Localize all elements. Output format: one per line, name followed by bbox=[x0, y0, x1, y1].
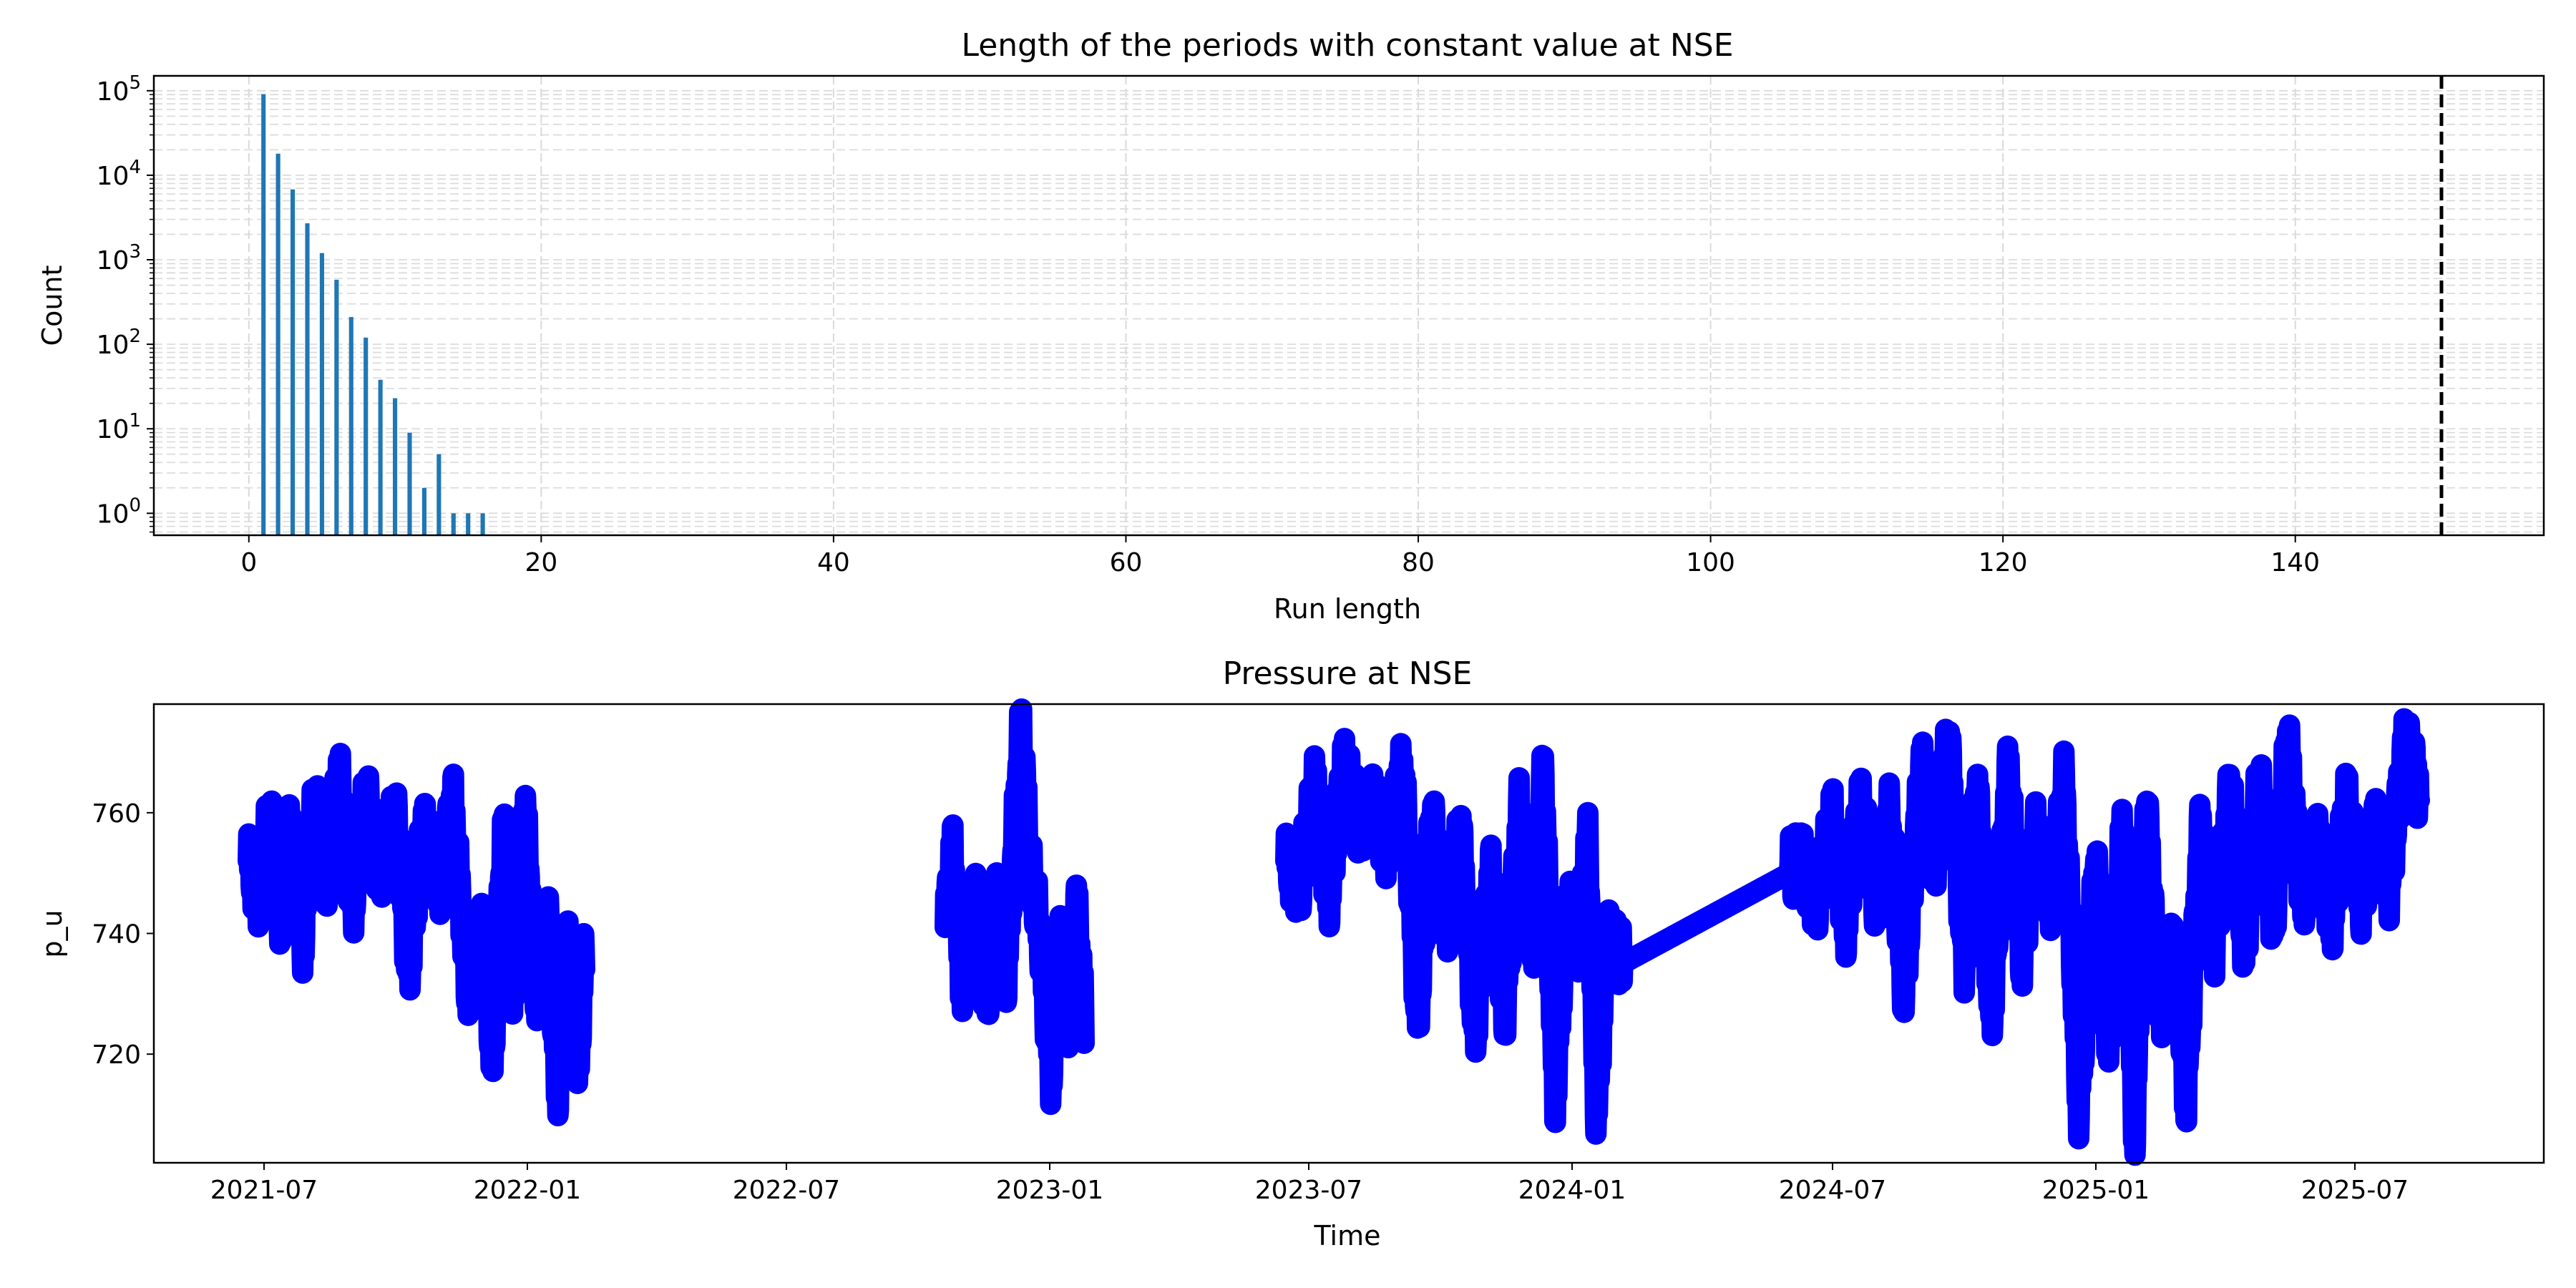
x-tick-label: 80 bbox=[1402, 548, 1435, 577]
y-tick-label: 100 bbox=[97, 494, 141, 529]
x-tick-label: 20 bbox=[525, 548, 557, 577]
x-tick-label: 2022-07 bbox=[733, 1176, 840, 1205]
histogram-bar bbox=[407, 432, 412, 535]
histogram-bar bbox=[378, 379, 383, 535]
pressure-title: Pressure at NSE bbox=[1223, 655, 1473, 692]
histogram-bar bbox=[466, 513, 471, 535]
x-tick-label: 100 bbox=[1686, 548, 1735, 577]
x-tick-label: 2022-01 bbox=[474, 1176, 581, 1205]
histogram-bar bbox=[275, 153, 280, 535]
pressure-series bbox=[238, 698, 2430, 1166]
x-tick-label: 2024-01 bbox=[1518, 1176, 1626, 1205]
histogram-y-axis-label: Count bbox=[36, 265, 68, 346]
x-tick-label: 2024-07 bbox=[1779, 1176, 1886, 1205]
y-tick-label: 740 bbox=[92, 920, 141, 950]
x-tick-label: 2021-07 bbox=[210, 1176, 318, 1205]
pressure-y-axis-label: p_u bbox=[36, 909, 68, 957]
pressure-line-chart: Pressure at NSE 2021-07 2022-01 2022-07 202… bbox=[36, 655, 2545, 1252]
pressure-gap-connector bbox=[1621, 871, 1791, 965]
histogram-bar bbox=[421, 487, 426, 535]
histogram-x-axis-label: Run length bbox=[1274, 593, 1421, 625]
histogram-bar bbox=[305, 223, 310, 535]
x-tick-label: 120 bbox=[1979, 548, 2028, 577]
x-tick-label: 2023-01 bbox=[996, 1176, 1103, 1205]
run-length-histogram: Length of the periods with constant valu… bbox=[36, 27, 2545, 625]
histogram-title: Length of the periods with constant valu… bbox=[961, 27, 1733, 64]
x-tick-label: 40 bbox=[817, 548, 850, 577]
histogram-bar bbox=[319, 253, 324, 535]
histogram-bars bbox=[261, 94, 485, 536]
histogram-y-ticks: 100 101 102 103 104 105 bbox=[97, 72, 154, 533]
pressure-line bbox=[944, 708, 1085, 1105]
x-tick-label: 2023-07 bbox=[1255, 1176, 1362, 1205]
histogram-bar bbox=[364, 337, 369, 535]
pressure-y-ticks: 720 740 760 bbox=[92, 799, 154, 1070]
histogram-bar bbox=[261, 94, 266, 536]
y-tick-label: 760 bbox=[92, 799, 141, 829]
y-tick-label: 105 bbox=[97, 72, 141, 107]
y-tick-label: 102 bbox=[97, 326, 141, 360]
histogram-grid bbox=[154, 76, 2544, 535]
histogram-plot-frame bbox=[152, 74, 2545, 537]
x-tick-label: 2025-01 bbox=[2042, 1176, 2150, 1205]
histogram-bar bbox=[436, 454, 441, 535]
histogram-bar bbox=[393, 398, 398, 535]
x-tick-label: 140 bbox=[2270, 548, 2320, 577]
histogram-bar bbox=[451, 513, 456, 535]
y-tick-label: 104 bbox=[97, 157, 141, 191]
pressure-line bbox=[1801, 718, 2421, 1156]
x-tick-label: 0 bbox=[240, 548, 257, 577]
histogram-bar bbox=[291, 189, 296, 535]
histogram-bar bbox=[480, 513, 485, 535]
pressure-x-ticks: 2021-07 2022-01 2022-07 2023-01 2023-07 2024-… bbox=[210, 1163, 2409, 1205]
histogram-bar bbox=[334, 279, 339, 535]
y-tick-label: 720 bbox=[92, 1040, 141, 1070]
histogram-bar bbox=[348, 317, 353, 535]
x-tick-label: 2025-07 bbox=[2301, 1176, 2409, 1205]
y-tick-label: 101 bbox=[97, 410, 141, 444]
x-tick-label: 60 bbox=[1110, 548, 1143, 577]
histogram-x-ticks: 0 20 40 60 80 100 120 140 bbox=[240, 535, 2320, 577]
pressure-x-axis-label: Time bbox=[1314, 1220, 1381, 1252]
pressure-line bbox=[247, 753, 586, 1116]
y-tick-label: 103 bbox=[97, 241, 141, 275]
